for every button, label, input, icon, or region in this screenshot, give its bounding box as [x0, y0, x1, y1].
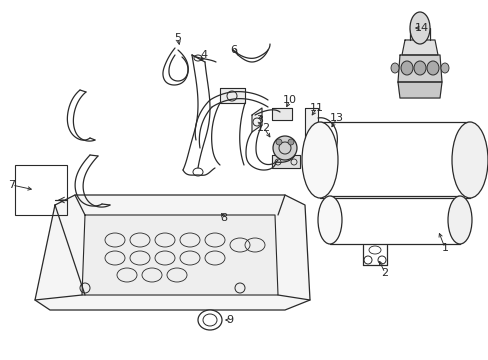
Text: 4: 4: [200, 50, 207, 60]
Ellipse shape: [440, 63, 448, 73]
Text: 11: 11: [309, 103, 324, 113]
Polygon shape: [271, 108, 291, 120]
Polygon shape: [35, 195, 309, 310]
Polygon shape: [220, 88, 244, 103]
Ellipse shape: [275, 139, 282, 145]
Polygon shape: [401, 40, 437, 55]
Ellipse shape: [400, 61, 412, 75]
Text: 7: 7: [8, 180, 16, 190]
Text: 1: 1: [441, 243, 447, 253]
Text: 2: 2: [381, 268, 388, 278]
Bar: [15, 165, 67, 215]
Ellipse shape: [272, 136, 296, 160]
Text: 6: 6: [230, 45, 237, 55]
Text: 12: 12: [256, 123, 270, 133]
Ellipse shape: [390, 63, 398, 73]
Ellipse shape: [317, 196, 341, 244]
Ellipse shape: [447, 196, 471, 244]
Polygon shape: [397, 82, 441, 98]
Text: 13: 13: [329, 113, 343, 123]
Text: 10: 10: [283, 95, 296, 105]
Polygon shape: [82, 215, 278, 295]
Ellipse shape: [413, 61, 425, 75]
Polygon shape: [251, 108, 262, 132]
Text: 14: 14: [414, 23, 428, 33]
Polygon shape: [397, 55, 441, 82]
Text: 3: 3: [256, 115, 263, 125]
Ellipse shape: [426, 61, 438, 75]
Ellipse shape: [409, 12, 429, 44]
Ellipse shape: [302, 122, 337, 198]
Text: 8: 8: [220, 213, 227, 223]
Ellipse shape: [287, 139, 293, 145]
Polygon shape: [305, 108, 317, 170]
Ellipse shape: [198, 310, 222, 330]
Polygon shape: [271, 155, 299, 168]
Text: 5: 5: [174, 33, 181, 43]
Text: 9: 9: [226, 315, 233, 325]
Ellipse shape: [451, 122, 487, 198]
